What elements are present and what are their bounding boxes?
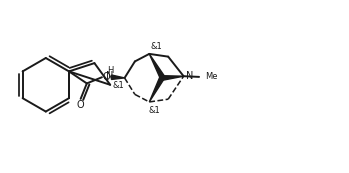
Text: H: H	[107, 66, 113, 75]
Text: N: N	[186, 71, 194, 80]
Polygon shape	[149, 54, 164, 78]
Text: O: O	[76, 100, 84, 110]
Polygon shape	[163, 76, 184, 80]
Polygon shape	[111, 75, 125, 79]
Text: O: O	[103, 72, 111, 82]
Polygon shape	[149, 76, 164, 102]
Text: Me: Me	[205, 72, 218, 81]
Text: &1: &1	[112, 81, 124, 90]
Text: N: N	[106, 71, 114, 81]
Text: &1: &1	[149, 106, 160, 115]
Text: &1: &1	[151, 42, 163, 51]
